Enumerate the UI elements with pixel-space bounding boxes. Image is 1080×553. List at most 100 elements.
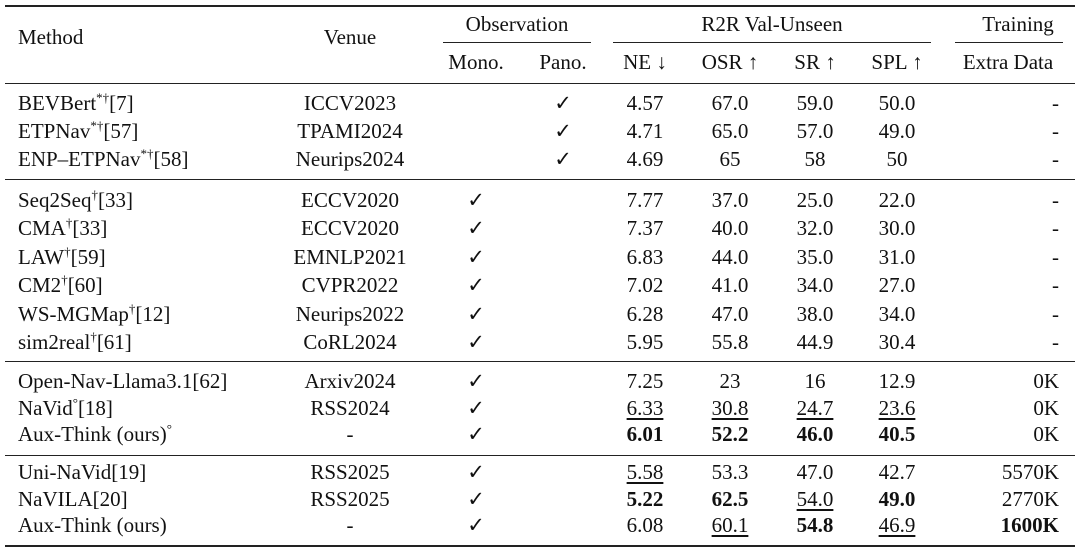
method-ref: [57] bbox=[103, 119, 139, 143]
osr-cell: 44.0 bbox=[711, 244, 749, 269]
sr-cell: 47.0 bbox=[796, 460, 834, 484]
ne-cell: 4.71 bbox=[626, 119, 664, 143]
venue-cell: ECCV2020 bbox=[300, 188, 400, 212]
method-cell: Aux-Think (ours)° bbox=[18, 422, 172, 446]
mono-cell: ✓ bbox=[467, 273, 485, 298]
method-cell: BEVBert*†[7] bbox=[18, 91, 134, 115]
group-rule bbox=[5, 455, 1075, 456]
sr-cell: 38.0 bbox=[796, 301, 834, 326]
spl-cell: 27.0 bbox=[878, 273, 916, 298]
venue-cell: RSS2025 bbox=[310, 486, 390, 511]
header-rule bbox=[955, 42, 1063, 43]
method-mark: ° bbox=[166, 421, 172, 436]
sr-cell: 32.0 bbox=[796, 216, 834, 241]
header-rule bbox=[613, 42, 931, 43]
extra-cell: - bbox=[1052, 119, 1059, 143]
method-name: Aux-Think (ours) bbox=[18, 422, 167, 446]
ne-cell: 5.95 bbox=[626, 330, 664, 354]
ne-cell: 6.33 bbox=[626, 395, 664, 420]
osr-cell: 40.0 bbox=[711, 216, 749, 241]
method-cell: CMA†[33] bbox=[18, 216, 107, 240]
mono-cell: ✓ bbox=[467, 244, 485, 269]
spl-cell: 40.5 bbox=[878, 422, 916, 446]
header-cell: SR ↑ bbox=[794, 50, 836, 74]
mono-cell: ✓ bbox=[467, 422, 485, 446]
osr-cell: 55.8 bbox=[711, 330, 749, 354]
method-mark: † bbox=[61, 272, 68, 288]
spl-cell: 49.0 bbox=[878, 486, 916, 511]
method-mark: † bbox=[90, 329, 97, 344]
extra-cell: 0K bbox=[1033, 395, 1059, 420]
sr-cell: 44.9 bbox=[796, 330, 834, 354]
method-mark: † bbox=[64, 243, 71, 259]
header-cell: Observation bbox=[465, 12, 569, 36]
method-cell: ETPNav*†[57] bbox=[18, 119, 138, 143]
mono-cell: ✓ bbox=[467, 460, 485, 484]
extra-cell: - bbox=[1052, 301, 1059, 326]
bottom-rule bbox=[5, 545, 1075, 547]
spl-cell: 22.0 bbox=[878, 188, 916, 212]
ne-cell: 4.69 bbox=[626, 147, 664, 171]
method-cell: NaVILA[20] bbox=[18, 487, 128, 511]
method-cell: ENP–ETPNav*†[58] bbox=[18, 147, 189, 171]
osr-cell: 47.0 bbox=[711, 301, 749, 326]
venue-cell: Arxiv2024 bbox=[304, 369, 396, 393]
method-ref: [60] bbox=[67, 273, 103, 298]
spl-cell: 49.0 bbox=[878, 119, 916, 143]
method-name: WS-MGMap bbox=[18, 301, 129, 326]
method-ref: [20] bbox=[92, 486, 128, 511]
spl-cell: 12.9 bbox=[878, 369, 916, 393]
venue-cell: CoRL2024 bbox=[303, 330, 397, 354]
method-name: CMA bbox=[18, 216, 66, 241]
method-name: sim2real bbox=[18, 330, 91, 354]
venue-cell: RSS2025 bbox=[310, 460, 390, 484]
spl-cell: 30.0 bbox=[878, 216, 916, 241]
method-ref: [18] bbox=[77, 395, 113, 420]
extra-cell: - bbox=[1052, 216, 1059, 241]
extra-cell: - bbox=[1052, 330, 1059, 354]
ne-cell: 6.08 bbox=[626, 513, 664, 537]
sr-cell: 54.0 bbox=[796, 486, 834, 511]
method-mark: ° bbox=[72, 394, 78, 410]
sr-cell: 24.7 bbox=[796, 395, 834, 420]
ne-cell: 6.83 bbox=[626, 244, 664, 269]
method-name: Uni-NaVid bbox=[18, 460, 112, 484]
sr-cell: 16 bbox=[804, 369, 826, 393]
method-mark: *† bbox=[140, 146, 154, 161]
header-cell: OSR ↑ bbox=[701, 50, 759, 74]
venue-cell: Neurips2022 bbox=[295, 301, 405, 326]
method-ref: [58] bbox=[153, 147, 189, 171]
method-name: LAW bbox=[18, 244, 65, 269]
sr-cell: 35.0 bbox=[796, 244, 834, 269]
method-name: NaVid bbox=[18, 395, 73, 420]
extra-cell: - bbox=[1052, 273, 1059, 298]
extra-cell: 0K bbox=[1033, 369, 1059, 393]
osr-cell: 23 bbox=[719, 369, 741, 393]
ne-cell: 7.25 bbox=[626, 369, 664, 393]
ne-cell: 7.37 bbox=[626, 216, 664, 241]
mono-cell: ✓ bbox=[467, 301, 485, 326]
spl-cell: 34.0 bbox=[878, 301, 916, 326]
mono-cell: ✓ bbox=[467, 216, 485, 241]
method-cell: WS-MGMap†[12] bbox=[18, 302, 170, 326]
header-cell: Venue bbox=[323, 25, 377, 49]
osr-cell: 41.0 bbox=[711, 273, 749, 298]
ne-cell: 5.22 bbox=[626, 486, 664, 511]
extra-cell: - bbox=[1052, 147, 1059, 171]
method-ref: [33] bbox=[72, 216, 108, 241]
method-mark: † bbox=[91, 187, 99, 202]
osr-cell: 60.1 bbox=[711, 513, 749, 537]
method-name: ETPNav bbox=[18, 119, 91, 143]
ne-cell: 6.28 bbox=[626, 301, 664, 326]
pano-cell: ✓ bbox=[554, 119, 572, 143]
venue-cell: RSS2024 bbox=[310, 395, 390, 420]
method-cell: Uni-NaVid[19] bbox=[18, 460, 146, 484]
osr-cell: 62.5 bbox=[711, 486, 749, 511]
method-cell: LAW†[59] bbox=[18, 245, 106, 269]
method-name: Seq2Seq bbox=[18, 188, 92, 212]
method-cell: Aux-Think (ours) bbox=[18, 513, 167, 537]
venue-cell: - bbox=[346, 422, 354, 446]
venue-cell: EMNLP2021 bbox=[293, 244, 407, 269]
spl-cell: 30.4 bbox=[878, 330, 916, 354]
header-cell: Method bbox=[18, 25, 84, 49]
